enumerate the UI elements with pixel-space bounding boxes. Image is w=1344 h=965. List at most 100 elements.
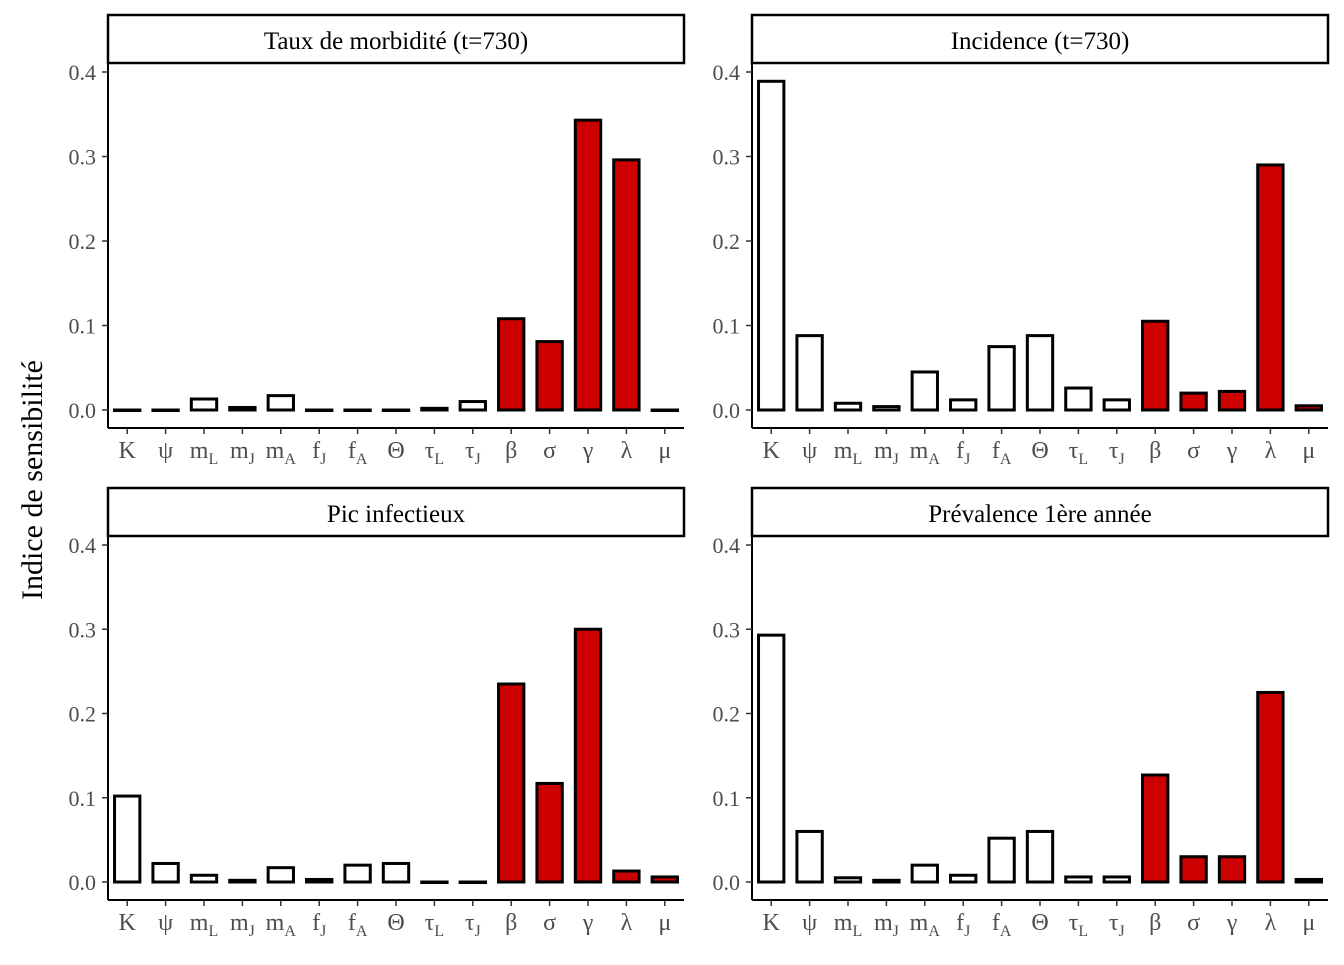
x-tick-label: τL [425, 910, 444, 940]
x-tick-label: Θ [387, 438, 404, 464]
x-tick-label: λ [621, 438, 633, 464]
panel-title: Pic infectieux [327, 501, 466, 528]
x-tick-label: K [763, 910, 781, 936]
x-tick-label: γ [582, 438, 594, 464]
bar-Θ [1025, 829, 1055, 884]
bar-μ [1294, 404, 1323, 412]
bar-σ [1179, 855, 1208, 884]
bar-ψ [795, 829, 824, 884]
bar-τL [420, 406, 449, 412]
x-tick-label: ψ [802, 910, 817, 936]
bar-β [497, 317, 526, 412]
x-tick-label: mA [910, 910, 941, 940]
bar-Θ [1025, 334, 1055, 412]
bar-σ [535, 781, 564, 884]
y-tick-label: 0.4 [713, 533, 741, 558]
x-tick-label: τL [1069, 910, 1088, 940]
bar-μ [650, 408, 679, 412]
bar-mA [266, 866, 295, 884]
y-tick-label: 0.0 [713, 398, 741, 423]
bar-τL [1064, 386, 1093, 412]
y-tick-label: 0.4 [69, 533, 97, 558]
bar-τJ [458, 400, 487, 412]
x-tick-label: λ [1265, 438, 1277, 464]
bar-β [1141, 773, 1170, 884]
y-tick-label: 0.3 [69, 145, 97, 170]
bar-mJ [228, 878, 257, 884]
bar-mL [189, 397, 219, 412]
bar-τL [420, 880, 449, 884]
bar-fJ [949, 398, 978, 412]
panel-strip [106, 13, 686, 65]
x-tick-label: fA [992, 910, 1012, 940]
x-tick-label: mL [834, 438, 862, 468]
y-tick-label: 0.2 [69, 229, 97, 254]
x-tick-label: σ [1187, 438, 1200, 464]
x-tick-label: fJ [956, 438, 970, 468]
bar-mA [266, 394, 295, 412]
panel-1: Taux de morbidité (t=730) 0.0 0.1 0.2 0.3 0.4… [69, 13, 686, 468]
bar-β [1141, 319, 1170, 412]
panel-title: Taux de morbidité (t=730) [264, 28, 528, 55]
y-tick-label: 0.1 [713, 786, 741, 811]
x-tick-label: mL [190, 438, 218, 468]
y-tick-label: 0.4 [713, 60, 741, 85]
panel-strip [750, 486, 1330, 538]
bar-mJ [872, 878, 901, 884]
x-tick-label: K [119, 438, 137, 464]
bar-γ [1217, 389, 1247, 412]
y-tick-label: 0.3 [713, 145, 741, 170]
bar-μ [1294, 877, 1323, 884]
y-tick-label: 0.0 [69, 398, 97, 423]
x-tick-label: λ [621, 910, 633, 936]
y-axis-label: Indice de sensibilité [16, 360, 49, 600]
x-tick-label: β [1149, 910, 1161, 936]
bar-Θ [381, 861, 411, 884]
bar-mJ [872, 405, 901, 412]
bar-mL [833, 876, 863, 884]
bar-λ [1256, 163, 1285, 412]
x-tick-label: τL [425, 438, 444, 468]
x-tick-label: mL [834, 910, 862, 940]
x-tick-label: mJ [230, 438, 255, 468]
bar-K [113, 794, 142, 884]
y-tick-label: 0.1 [69, 786, 97, 811]
bar-fJ [305, 877, 334, 884]
bar-λ [1256, 690, 1285, 884]
y-tick-label: 0.3 [713, 617, 741, 642]
x-tick-label: mA [266, 910, 297, 940]
x-tick-label: ψ [158, 438, 173, 464]
bar-K [757, 633, 786, 884]
bar-ψ [151, 861, 180, 884]
bar-fJ [305, 408, 334, 412]
bar-mA [910, 863, 939, 884]
bar-mA [910, 370, 939, 412]
x-tick-label: mJ [874, 438, 899, 468]
x-tick-label: K [119, 910, 137, 936]
x-tick-label: μ [658, 438, 671, 464]
x-tick-label: fA [348, 910, 368, 940]
panel-strip [106, 486, 686, 538]
x-tick-label: fJ [312, 910, 326, 940]
x-tick-label: mJ [230, 910, 255, 940]
x-tick-label: mJ [874, 910, 899, 940]
bar-λ [612, 158, 641, 412]
x-tick-label: γ [582, 910, 594, 936]
x-tick-label: ψ [158, 910, 173, 936]
x-tick-label: σ [543, 438, 556, 464]
x-tick-label: β [505, 910, 517, 936]
bar-fA [343, 863, 372, 884]
panel-strip [750, 13, 1330, 65]
x-tick-label: fJ [956, 910, 970, 940]
panel-2: Incidence (t=730) 0.0 0.1 0.2 0.3 0.4 K ψ mL mJ mA… [713, 13, 1330, 468]
y-tick-label: 0.2 [713, 702, 741, 727]
x-tick-label: β [1149, 438, 1161, 464]
x-tick-label: σ [543, 910, 556, 936]
bar-fA [343, 408, 372, 412]
x-tick-label: γ [1226, 438, 1238, 464]
bar-τJ [1102, 398, 1131, 412]
x-tick-label: λ [1265, 910, 1277, 936]
y-tick-label: 0.1 [69, 314, 97, 339]
